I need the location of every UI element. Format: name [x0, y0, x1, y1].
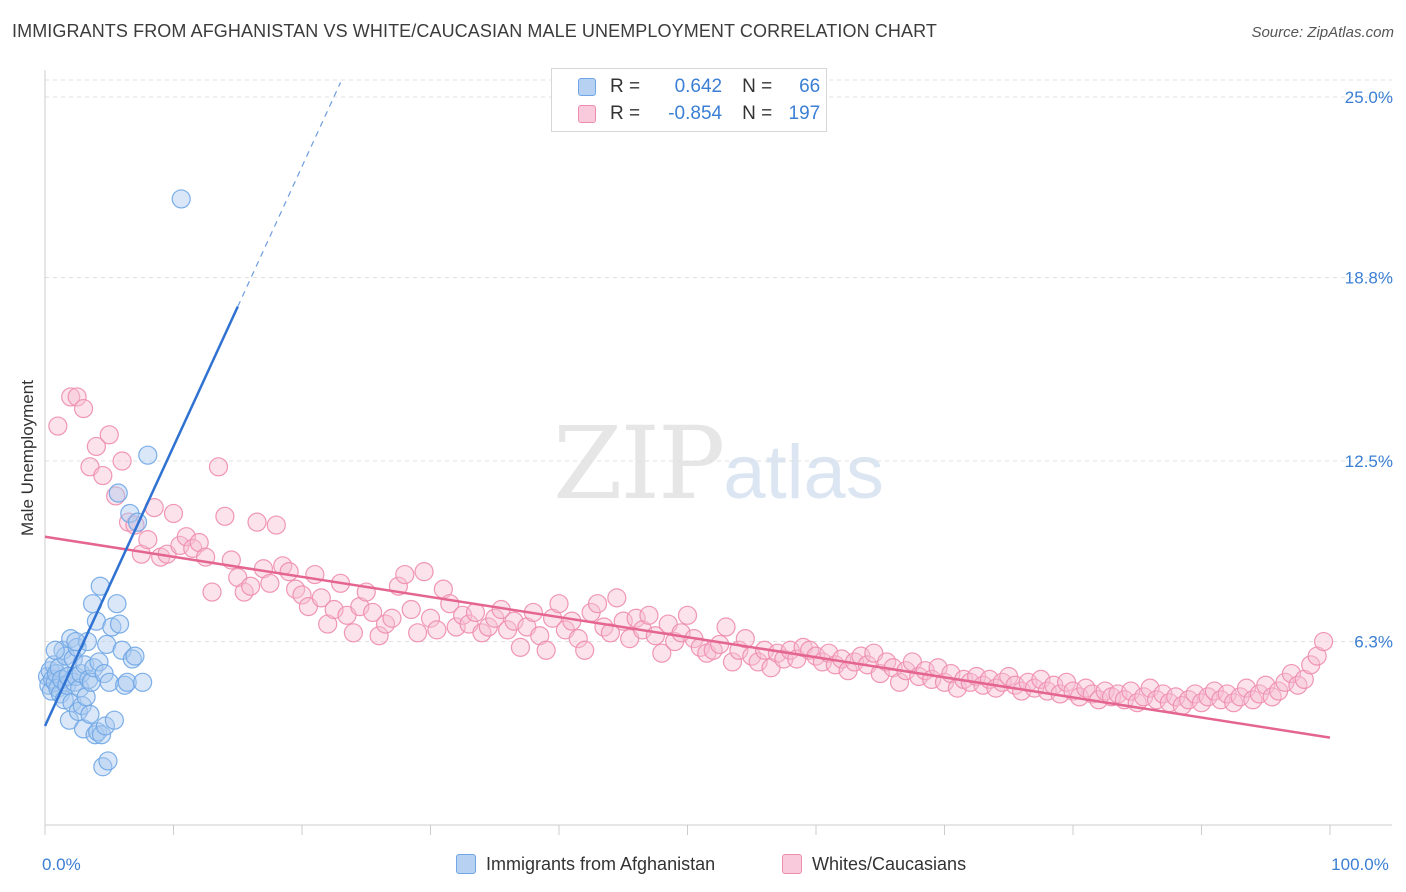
legend-n-value-blue: 66	[799, 76, 821, 97]
point-caucasian	[86, 436, 107, 457]
point-caucasian	[260, 573, 280, 593]
point-caucasian	[710, 634, 730, 655]
legend-r-value-blue: 0.642	[674, 76, 723, 97]
point-caucasian	[292, 585, 312, 605]
point-caucasian	[73, 398, 94, 419]
bottom-legend-item-blue: Immigrants from Afghanistan	[456, 852, 715, 876]
point-afghanistan	[102, 617, 122, 637]
bottom-legend-item-pink: Whites/Caucasians	[782, 852, 966, 876]
watermark: ZIPatlas	[553, 405, 884, 522]
point-afghanistan	[171, 189, 191, 209]
watermark-zip: ZIP	[553, 405, 725, 522]
point-caucasian	[279, 562, 299, 582]
point-caucasian	[414, 562, 434, 582]
point-caucasian	[889, 672, 910, 692]
point-caucasian	[549, 594, 569, 614]
point-caucasian	[106, 486, 126, 506]
point-caucasian	[420, 608, 441, 628]
point-afghanistan	[138, 445, 158, 465]
point-caucasian	[93, 465, 113, 486]
legend-row-blue: R = 0.642 N = 66	[578, 75, 820, 99]
y-tick-label: 18.8%	[1345, 269, 1393, 288]
point-caucasian	[510, 637, 531, 657]
point-afghanistan	[109, 614, 130, 634]
trend-line-afghanistan-extension	[237, 82, 342, 307]
point-caucasian	[208, 457, 229, 477]
point-caucasian	[600, 623, 621, 643]
point-caucasian	[639, 605, 659, 625]
x-tick-label: 0.0%	[42, 855, 81, 874]
point-caucasian	[369, 626, 389, 646]
point-caucasian	[202, 582, 222, 602]
point-afghanistan	[125, 646, 145, 666]
point-caucasian	[652, 643, 672, 663]
point-caucasian	[99, 425, 119, 445]
point-afghanistan	[107, 594, 127, 614]
legend-r-value-pink: -0.854	[668, 103, 723, 124]
point-caucasian	[112, 451, 132, 471]
point-caucasian	[408, 623, 428, 643]
bottom-legend-swatch-blue	[456, 854, 476, 874]
point-afghanistan	[80, 704, 100, 724]
point-caucasian	[215, 506, 235, 526]
legend-swatch-blue	[578, 78, 596, 96]
x-tick-label: 100.0%	[1331, 855, 1389, 874]
point-caucasian	[363, 602, 383, 623]
point-caucasian	[587, 594, 608, 614]
point-caucasian	[401, 599, 421, 620]
point-afghanistan	[133, 672, 153, 692]
legend-r-label: R =	[610, 76, 641, 97]
point-caucasian	[311, 588, 331, 608]
point-caucasian	[722, 652, 743, 672]
point-caucasian	[427, 620, 447, 640]
point-caucasian	[48, 416, 68, 436]
point-afghanistan	[104, 710, 124, 730]
point-afghanistan	[108, 483, 128, 503]
legend-n-label: N =	[742, 103, 773, 124]
point-caucasian	[138, 530, 158, 550]
chart-title: IMMIGRANTS FROM AFGHANISTAN VS WHITE/CAU…	[12, 21, 937, 41]
point-caucasian	[677, 605, 698, 625]
point-caucasian	[61, 387, 81, 407]
point-caucasian	[266, 515, 286, 535]
point-afghanistan	[84, 658, 104, 678]
point-caucasian	[1313, 631, 1334, 652]
point-caucasian	[241, 576, 261, 596]
point-caucasian	[163, 503, 184, 524]
point-caucasian	[382, 608, 402, 628]
legend-n-label: N =	[742, 76, 773, 97]
y-tick-label: 6.3%	[1354, 633, 1393, 652]
trend-line-afghanistan	[43, 306, 239, 727]
point-caucasian	[575, 640, 595, 660]
point-caucasian	[536, 640, 556, 660]
point-caucasian	[607, 588, 627, 608]
correlation-legend: R = 0.642 N = 66 R = -0.854 N = 197	[551, 68, 827, 132]
legend-swatch-pink	[578, 105, 596, 123]
point-afghanistan	[98, 751, 118, 771]
point-afghanistan	[117, 672, 137, 692]
bottom-legend-label-pink: Whites/Caucasians	[812, 853, 967, 874]
point-caucasian	[716, 617, 736, 637]
trend-line-caucasian	[44, 535, 1331, 739]
legend-row-pink: R = -0.854 N = 197	[578, 102, 820, 126]
legend-r-label: R =	[610, 103, 641, 124]
point-afghanistan	[93, 757, 113, 777]
watermark-atlas: atlas	[723, 430, 884, 515]
source-label: Source: ZipAtlas.com	[1251, 24, 1394, 41]
point-caucasian	[568, 629, 588, 649]
point-caucasian	[247, 512, 267, 532]
point-caucasian	[395, 564, 415, 585]
bottom-legend-label-blue: Immigrants from Afghanistan	[486, 853, 716, 874]
legend-n-value-pink: 197	[788, 103, 821, 124]
point-caucasian	[343, 623, 363, 643]
point-afghanistan	[89, 652, 109, 672]
y-tick-label: 25.0%	[1345, 88, 1393, 107]
point-caucasian	[67, 387, 87, 407]
point-afghanistan	[122, 649, 142, 669]
point-caucasian	[735, 629, 755, 649]
point-afghanistan	[45, 640, 65, 660]
y-tick-label: 12.5%	[1345, 452, 1393, 471]
bottom-legend-swatch-pink	[782, 854, 802, 874]
